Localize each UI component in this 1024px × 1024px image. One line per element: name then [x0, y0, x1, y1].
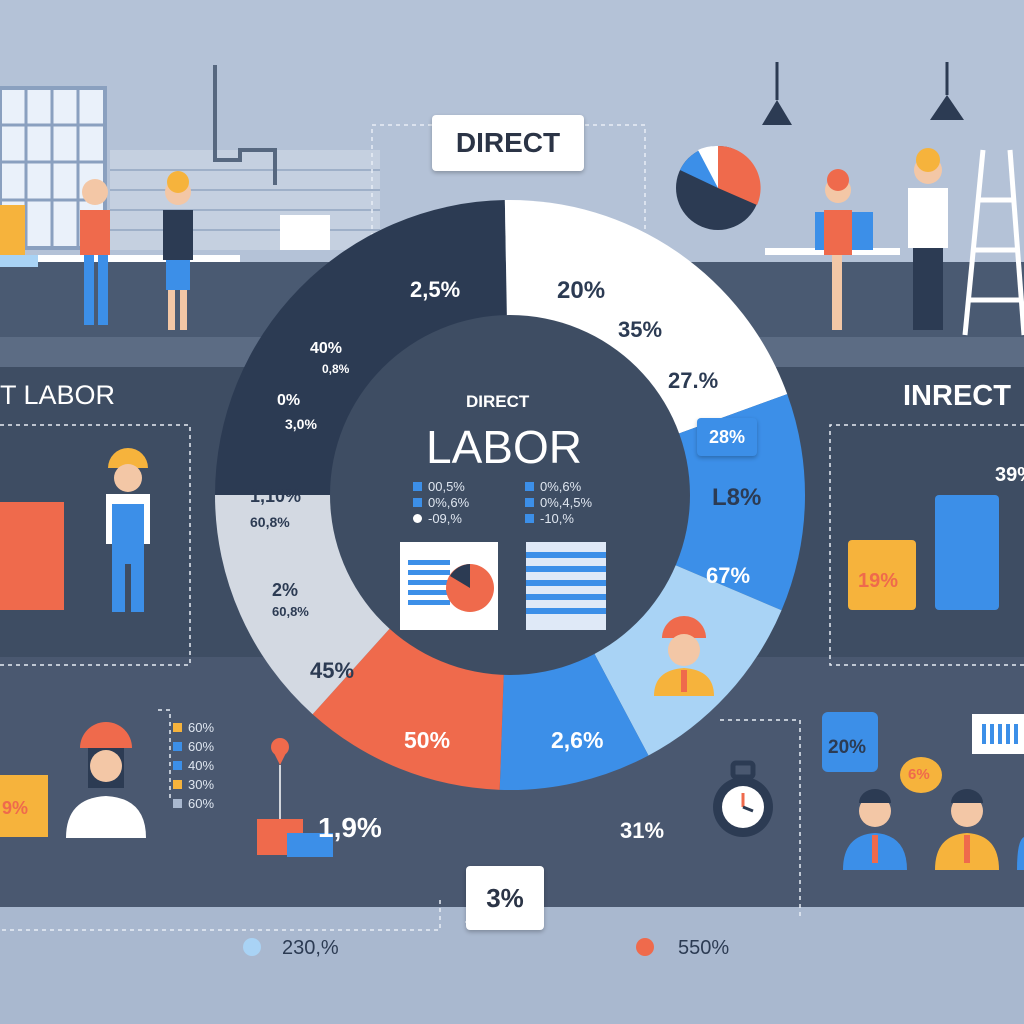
right-blue-bar — [935, 495, 999, 610]
footer-dot-orange — [636, 938, 654, 956]
center-small-label: DIRECT — [466, 392, 530, 411]
pin-value: 1,9% — [318, 812, 382, 843]
bottom-value-tag: 3% — [466, 866, 544, 930]
center-legend-left: 00,5% 0%,6% -09,% — [413, 478, 469, 526]
left-bar-value: 9% — [2, 798, 29, 818]
legend-swatch — [173, 799, 182, 808]
legend-value: -09,% — [428, 510, 462, 526]
bubble-value: 6% — [908, 766, 930, 783]
lower-left-legend: 60% 60% 40% 30% 60% — [173, 718, 214, 813]
legend-swatch — [173, 723, 182, 732]
legend-value: -10,% — [540, 510, 574, 526]
legend-swatch — [413, 513, 422, 523]
worker-woman-icon — [66, 722, 146, 838]
left-orange-bar — [0, 502, 64, 610]
ring-label-light-bottom: 2,6% — [551, 727, 604, 753]
legend-swatch — [173, 742, 182, 751]
ring-label-4: 28% — [697, 418, 757, 456]
legend-value: 0%,6% — [540, 478, 582, 494]
ring-label-grey-mid1: 0% — [277, 392, 301, 409]
ring-label-grey-upper2: 0,8% — [322, 362, 350, 376]
ring-label-grey-lower2: 60,8% — [250, 514, 290, 530]
worker-avatar-icon — [654, 616, 714, 696]
direct-title-tag: DIRECT — [432, 115, 584, 171]
legend-value: 60% — [188, 739, 215, 754]
legend-value: 60% — [188, 796, 215, 811]
ring-label-orange-small: 2% — [272, 580, 299, 600]
right-cylinder-value: 20% — [828, 737, 867, 758]
legend-swatch — [413, 481, 422, 491]
footer-right-value: 550% — [678, 937, 730, 959]
ring-label-grey-lower: 1,10% — [250, 486, 302, 506]
legend-value: 40% — [188, 758, 215, 773]
stopwatch-icon — [713, 760, 773, 837]
barcode-card-icon — [972, 714, 1024, 754]
legend-swatch — [525, 513, 534, 523]
legend-value: 00,5% — [428, 478, 465, 494]
right-bar-low-value: 19% — [858, 570, 899, 592]
ring-label-orange: 45% — [310, 658, 355, 683]
legend-swatch — [525, 481, 534, 491]
team-members-icon — [843, 789, 1024, 870]
ring-label-grey-upper: 40% — [310, 340, 343, 357]
center-legend-right: 0%,6% 0%,4,5% -10,% — [525, 478, 592, 526]
legend-swatch — [173, 761, 182, 770]
right-bar-top-value: 39% — [995, 464, 1024, 486]
right-bottom-value: 31% — [620, 818, 665, 843]
right-blue-cylinder — [822, 712, 878, 772]
legend-value: 30% — [188, 777, 215, 792]
legend-swatch — [173, 780, 182, 789]
legend-swatch — [525, 497, 534, 507]
ring-label-orange-small2: 60,8% — [272, 604, 309, 619]
legend-value: 60% — [188, 720, 215, 735]
ring-label-dark-slice: 2,5% — [410, 277, 461, 302]
ring-label-3: 27.% — [668, 368, 719, 393]
ring-label-blue-bottom: 50% — [404, 727, 451, 753]
ring-label-blue-right: 67% — [706, 563, 751, 588]
center-big-label: LABOR — [426, 421, 582, 473]
report-documents-icon — [400, 542, 606, 630]
right-yellow-bar — [848, 540, 916, 610]
legend-value: 0%,4,5% — [540, 494, 593, 510]
ring-label-2: 35% — [618, 317, 663, 342]
left-yellow-cylinder — [0, 775, 48, 837]
legend-value: 0%,6% — [428, 494, 470, 510]
legend-swatch — [413, 497, 422, 507]
speech-bubble — [900, 757, 942, 793]
worker-overalls-icon — [106, 448, 150, 612]
location-pin-and-blocks-icon — [257, 738, 333, 857]
footer-left-value: 230,% — [282, 937, 339, 959]
left-heading: T LABOR — [0, 380, 116, 410]
office-scene-illustration — [0, 62, 1024, 336]
ring-label-1: 20% — [557, 277, 606, 304]
ring-label-grey-mid2: 3,0% — [285, 416, 317, 432]
footer-dot-blue — [243, 938, 261, 956]
ring-label-5: L8% — [712, 484, 762, 511]
right-heading: INRECT — [903, 380, 1011, 412]
